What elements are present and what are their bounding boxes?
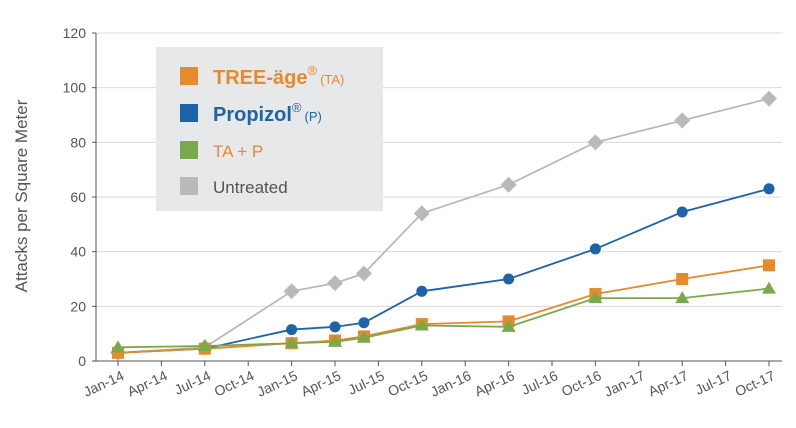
x-tick-label: Apr-17	[646, 367, 691, 399]
data-point-tree-ge-ta	[676, 273, 689, 285]
data-point-propizol-p	[503, 273, 515, 285]
data-point-ta-p	[501, 319, 516, 332]
legend-marker-propizol	[180, 104, 198, 122]
series-line-tree-ge-ta	[117, 264, 770, 354]
y-tick-label: 60	[70, 189, 86, 205]
data-point-tree-ge-ta	[763, 259, 775, 272]
legend-label-propizol: Propizol®(P)	[213, 100, 322, 126]
data-point-ta-p	[356, 330, 371, 343]
series-line-ta-p	[117, 287, 770, 349]
legend-suffix-tree-age: (TA)	[320, 72, 344, 87]
legend-brand-tree-age: TREE-äge	[213, 67, 307, 89]
data-point-propizol-p	[358, 317, 370, 329]
data-point-ta-p	[197, 338, 212, 351]
y-tick-label: 100	[63, 80, 87, 96]
x-tick-label: Apr-14	[125, 367, 170, 399]
legend-mark-tree-age: ®	[307, 63, 317, 78]
series-ta-p	[111, 281, 776, 353]
y-tick-label: 20	[70, 298, 86, 314]
x-tick-label: Jan-14	[81, 367, 127, 400]
data-point-propizol-p	[286, 324, 298, 336]
series-group	[110, 90, 777, 361]
series-line-untreated	[117, 97, 770, 354]
data-point-untreated	[500, 176, 517, 193]
data-point-untreated	[674, 112, 691, 129]
x-tick-label: Apr-15	[298, 367, 343, 399]
series-line-propizol-p	[117, 187, 770, 354]
x-tick-label: Jan-17	[602, 367, 648, 400]
data-point-ta-p	[588, 291, 603, 304]
x-tick-label: Jul-15	[345, 367, 387, 398]
legend-item-ta-p: TA + P	[180, 141, 263, 161]
x-tick-label: Oct-17	[732, 367, 777, 399]
data-point-untreated	[327, 275, 343, 292]
x-tick-label: Jan-16	[428, 367, 474, 400]
y-tick-label: 40	[70, 244, 86, 260]
legend-item-propizol: Propizol®(P)	[180, 100, 322, 126]
data-point-ta-p	[762, 281, 776, 294]
x-tick-label: Jul-17	[693, 367, 735, 398]
data-point-propizol-p	[329, 321, 341, 333]
legend-marker-ta-p	[180, 141, 198, 159]
data-point-untreated	[587, 134, 604, 151]
data-point-propizol-p	[676, 206, 688, 218]
x-tick-label: Jul-14	[172, 367, 214, 398]
x-tick-label: Jul-16	[519, 367, 561, 398]
y-tick-label: 0	[78, 353, 86, 369]
axes	[92, 32, 782, 366]
data-point-ta-p	[675, 291, 690, 304]
legend-mark-propizol: ®	[292, 100, 302, 115]
legend-label-untreated: Untreated	[213, 178, 288, 197]
data-point-untreated	[761, 90, 777, 107]
x-tick-label: Oct-15	[385, 367, 430, 399]
y-tick-label: 80	[70, 134, 86, 150]
data-point-untreated	[413, 205, 430, 222]
legend-brand-propizol: Propizol	[213, 104, 292, 126]
legend-item-tree-age: TREE-äge®(TA)	[180, 63, 344, 89]
x-tick-label: Apr-16	[472, 367, 517, 399]
data-point-untreated	[283, 283, 300, 300]
data-point-propizol-p	[589, 243, 601, 255]
data-point-ta-p	[284, 336, 299, 349]
data-point-ta-p	[111, 340, 125, 353]
legend: TREE-äge®(TA) Propizol®(P) TA + P Untrea…	[156, 47, 383, 211]
x-tick-label: Jan-15	[254, 367, 300, 400]
x-tick-label: Oct-14	[212, 367, 257, 399]
y-tick-labels: 0 20 40 60 80 100 120	[63, 25, 87, 369]
legend-label-ta-p: TA + P	[213, 142, 263, 161]
legend-label-tree-age: TREE-äge®(TA)	[213, 63, 344, 89]
legend-marker-tree-age	[180, 67, 198, 85]
data-point-ta-p	[328, 334, 342, 347]
data-point-propizol-p	[416, 285, 428, 297]
data-point-untreated	[355, 265, 372, 282]
y-axis-label: Attacks per Square Meter	[12, 99, 31, 292]
y-tick-label: 120	[63, 25, 87, 41]
x-tick-label: Oct-16	[559, 367, 604, 399]
data-point-propizol-p	[763, 183, 775, 195]
legend-marker-untreated	[180, 177, 198, 195]
legend-item-untreated: Untreated	[180, 177, 288, 197]
data-point-ta-p	[414, 318, 429, 331]
legend-suffix-propizol: (P)	[304, 109, 321, 124]
